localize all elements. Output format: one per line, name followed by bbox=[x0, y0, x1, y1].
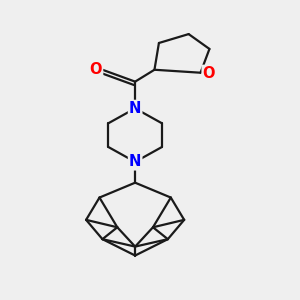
Text: O: O bbox=[202, 66, 215, 81]
Text: N: N bbox=[129, 101, 141, 116]
Text: O: O bbox=[90, 62, 102, 77]
Text: N: N bbox=[129, 154, 141, 169]
